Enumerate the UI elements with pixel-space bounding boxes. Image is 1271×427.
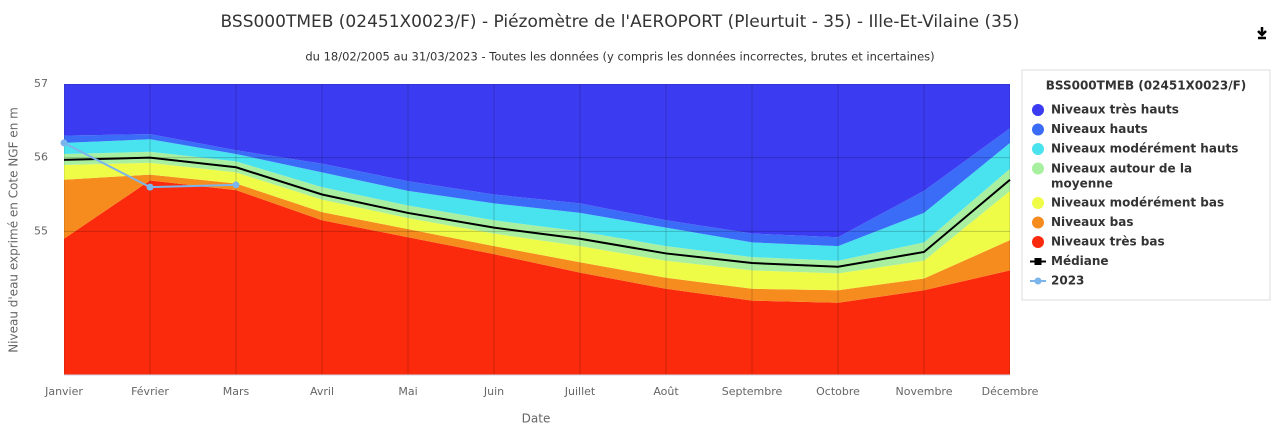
- legend-label: Niveaux autour de la moyenne: [1051, 161, 1192, 190]
- legend-symbol: [1032, 216, 1044, 229]
- legend-symbol: [1032, 162, 1044, 175]
- area-band: [64, 139, 1010, 261]
- x-tick-label: Septembre: [722, 385, 783, 398]
- legend-label: 2023: [1051, 274, 1084, 288]
- x-tick-label: Janvier: [44, 385, 83, 398]
- legend-label-line: moyenne: [1051, 176, 1113, 190]
- x-tick-label: Décembre: [982, 385, 1039, 398]
- point: [232, 181, 240, 189]
- legend-box: [1021, 69, 1271, 301]
- legend-title: BSS000TMEB (02451X0023/F): [1046, 79, 1247, 93]
- area-band: [64, 180, 1010, 375]
- legend-symbol: [1032, 104, 1044, 116]
- legend-symbol: [1034, 258, 1042, 265]
- x-tick-label: Novembre: [896, 385, 953, 398]
- x-tick-label: Octobre: [816, 385, 860, 398]
- legend-label: Niveaux très hauts: [1051, 103, 1179, 117]
- point: [146, 183, 154, 191]
- legend-symbol: [1032, 197, 1044, 209]
- line-series: [63, 156, 1011, 268]
- legend-label: Niveaux très bas: [1051, 235, 1165, 249]
- point: [60, 139, 68, 147]
- legend-symbol: [1034, 277, 1042, 285]
- x-tick-label: Avril: [310, 385, 334, 398]
- plot-area: [64, 84, 1010, 375]
- download-icon[interactable]: [1257, 27, 1267, 40]
- x-tick-label: Mai: [398, 385, 417, 398]
- legend-label: Niveaux bas: [1051, 215, 1134, 229]
- x-tick-label: Février: [131, 385, 169, 398]
- chart-title: BSS000TMEB (02451X0023/F) - Piézomètre d…: [221, 12, 1020, 32]
- area-band: [64, 162, 1010, 291]
- x-tick-label: Mars: [223, 385, 250, 398]
- legend-symbol: [1032, 143, 1044, 155]
- area-band: [64, 84, 1010, 238]
- legend-label: Niveaux modérément hauts: [1051, 142, 1238, 156]
- x-tick-label: Juin: [483, 385, 504, 398]
- x-tick-label: Août: [653, 385, 679, 398]
- legend-label-line: Niveaux autour de la: [1051, 161, 1192, 175]
- y-tick-label: 57: [34, 77, 48, 90]
- y-tick-label: 55: [34, 224, 48, 237]
- legend-symbol: [1032, 236, 1044, 248]
- legend-label: Médiane: [1051, 254, 1109, 268]
- area-band: [64, 128, 1010, 247]
- x-tick-label: Juillet: [564, 385, 596, 398]
- legend-label: Niveaux modérément bas: [1051, 196, 1224, 210]
- area-band: [64, 151, 1010, 274]
- area-band: [64, 174, 1010, 303]
- y-axis-label: Niveau d'eau exprimé en Cote NGF en m: [7, 107, 21, 353]
- x-axis-label: Date: [522, 412, 551, 426]
- chart-subtitle: du 18/02/2005 au 31/03/2023 - Toutes les…: [305, 50, 934, 64]
- legend-label: Niveaux hauts: [1051, 122, 1148, 136]
- y-tick-label: 56: [34, 151, 48, 164]
- legend-symbol: [1032, 123, 1044, 136]
